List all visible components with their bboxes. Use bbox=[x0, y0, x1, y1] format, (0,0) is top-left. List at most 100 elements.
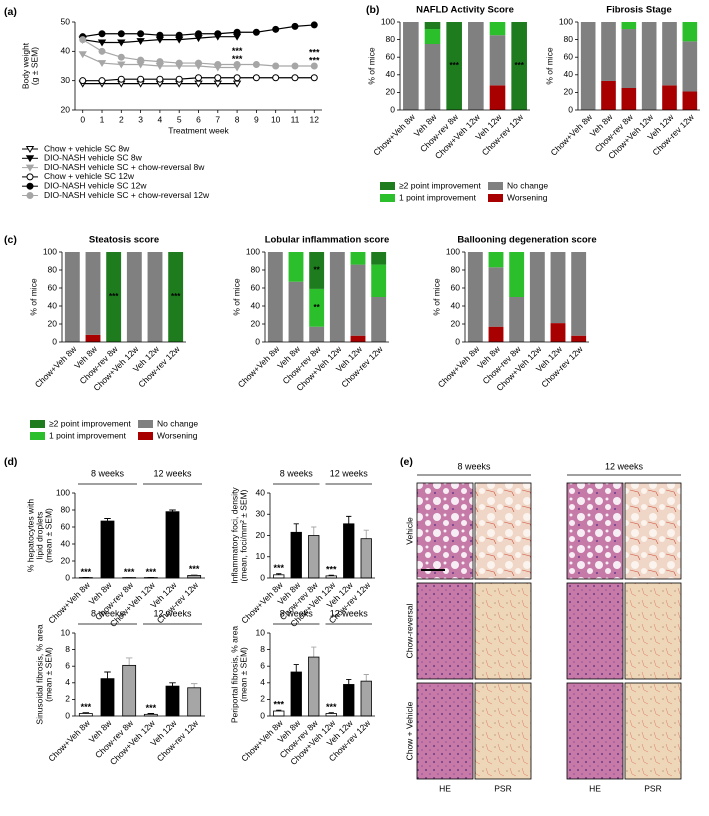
bar-segment bbox=[601, 80, 616, 110]
bar-segment bbox=[509, 252, 525, 297]
legend-swatch bbox=[380, 194, 395, 202]
x-tick-label: Chow+Veh 8w bbox=[46, 717, 92, 763]
legend-label: Worsening bbox=[157, 430, 198, 440]
column-label: HE bbox=[589, 783, 601, 793]
y-tick-label: 60 bbox=[451, 282, 461, 292]
legend-marker bbox=[25, 155, 35, 163]
bar-segment bbox=[85, 252, 101, 335]
error-bar bbox=[169, 682, 176, 687]
marker bbox=[97, 39, 107, 47]
histology-image bbox=[416, 482, 474, 580]
y-tick-label: 8 bbox=[65, 644, 70, 654]
bar-segment bbox=[511, 22, 527, 110]
annotation: *** bbox=[171, 292, 181, 301]
error-bar bbox=[293, 523, 299, 533]
bar-segment bbox=[267, 252, 283, 342]
y-tick-label: 8 bbox=[260, 644, 265, 654]
group-label: 12 weeks bbox=[330, 468, 369, 478]
bar-segment bbox=[489, 85, 506, 110]
column-label: PSR bbox=[494, 783, 511, 793]
bar-segment bbox=[371, 252, 387, 265]
group-label: 8 weeks bbox=[280, 468, 314, 478]
x-tick-label: 9 bbox=[254, 114, 259, 124]
marker bbox=[78, 51, 87, 59]
x-tick-label: 6 bbox=[196, 114, 201, 124]
bar-segment bbox=[106, 252, 122, 342]
annotation: *** bbox=[326, 702, 337, 712]
bar-segment bbox=[371, 264, 387, 297]
panel-label: (a) bbox=[4, 6, 17, 18]
y-tick-label: 4 bbox=[260, 677, 265, 687]
y-axis-label: Inflammatory foci, density bbox=[229, 487, 239, 584]
group-label: 8 weeks bbox=[280, 608, 314, 618]
bar-segment bbox=[403, 22, 419, 110]
bar-segment bbox=[350, 335, 366, 342]
annotation: *** bbox=[81, 567, 92, 577]
y-tick-label: 100 bbox=[559, 16, 573, 26]
x-tick-label: Chow+Veh 8w bbox=[236, 343, 282, 389]
y-tick-label: 60 bbox=[48, 282, 58, 292]
histology-image bbox=[624, 582, 682, 680]
y-tick-label: 40 bbox=[564, 69, 574, 79]
annotation: *** bbox=[232, 54, 243, 64]
y-tick-label: 20 bbox=[61, 104, 71, 114]
y-tick-label: 20 bbox=[386, 87, 396, 97]
bar-segment bbox=[571, 335, 587, 342]
column-label: PSR bbox=[644, 783, 661, 793]
y-axis-label: % of mice bbox=[366, 47, 376, 85]
x-axis-label: Treatment week bbox=[168, 125, 229, 135]
y-axis-label: % of mice bbox=[28, 278, 38, 316]
bar-segment bbox=[329, 252, 345, 342]
legend-swatch bbox=[138, 432, 153, 440]
bar bbox=[308, 535, 320, 579]
y-tick-label: 0 bbox=[260, 710, 265, 720]
legend-label: Chow + vehicle SC 8w bbox=[44, 143, 130, 153]
legend-swatch bbox=[488, 194, 503, 202]
group-label: 8 weeks bbox=[91, 468, 125, 478]
y-tick-label: 20 bbox=[256, 530, 266, 540]
bar-segment bbox=[446, 22, 462, 110]
marker bbox=[252, 61, 260, 69]
histology-image bbox=[416, 682, 474, 780]
group-label: 12 weeks bbox=[605, 461, 644, 471]
bar-segment bbox=[288, 281, 304, 342]
y-tick-label: 2 bbox=[260, 694, 265, 704]
legend-swatch bbox=[30, 432, 45, 440]
x-tick-label: 8 bbox=[235, 114, 240, 124]
marker bbox=[137, 30, 145, 38]
legend-label: Worsening bbox=[507, 192, 548, 202]
bar bbox=[122, 664, 137, 717]
marker bbox=[252, 28, 260, 36]
annotation: *** bbox=[232, 46, 243, 56]
histology-image bbox=[624, 682, 682, 780]
panel-label: (b) bbox=[366, 4, 379, 16]
y-tick-label: 0 bbox=[255, 336, 260, 346]
marker bbox=[117, 30, 125, 38]
error-bar bbox=[293, 664, 299, 673]
marker bbox=[117, 53, 125, 61]
y-tick-label: 0 bbox=[260, 572, 265, 582]
marker bbox=[233, 74, 241, 82]
marker bbox=[117, 39, 126, 47]
group-label: 12 weeks bbox=[153, 608, 192, 618]
bar-segment bbox=[468, 22, 484, 110]
error-bar bbox=[104, 671, 111, 679]
legend-label: DIO-NASH vehicle SC + chow-reversal 12w bbox=[44, 190, 210, 200]
marker bbox=[97, 60, 107, 68]
chart-title: Steatosis score bbox=[89, 235, 159, 246]
y-tick-label: 100 bbox=[56, 487, 70, 497]
bar bbox=[360, 680, 372, 717]
group-label: 8 weeks bbox=[91, 608, 125, 618]
y-tick-label: 0 bbox=[568, 104, 573, 114]
bar-segment bbox=[309, 252, 325, 289]
marker bbox=[156, 75, 164, 83]
chart-title: Fibrosis Stage bbox=[606, 5, 671, 16]
y-tick-label: 10 bbox=[256, 627, 266, 637]
legend-swatch bbox=[488, 182, 503, 190]
legend-label: DIO-NASH vehicle SC 12w bbox=[44, 180, 147, 190]
bar bbox=[290, 531, 302, 579]
y-tick-label: 40 bbox=[61, 46, 71, 56]
y-tick-label: 4 bbox=[65, 677, 70, 687]
y-axis-label: (mean, foci/mm² ± SEM) bbox=[238, 489, 248, 581]
